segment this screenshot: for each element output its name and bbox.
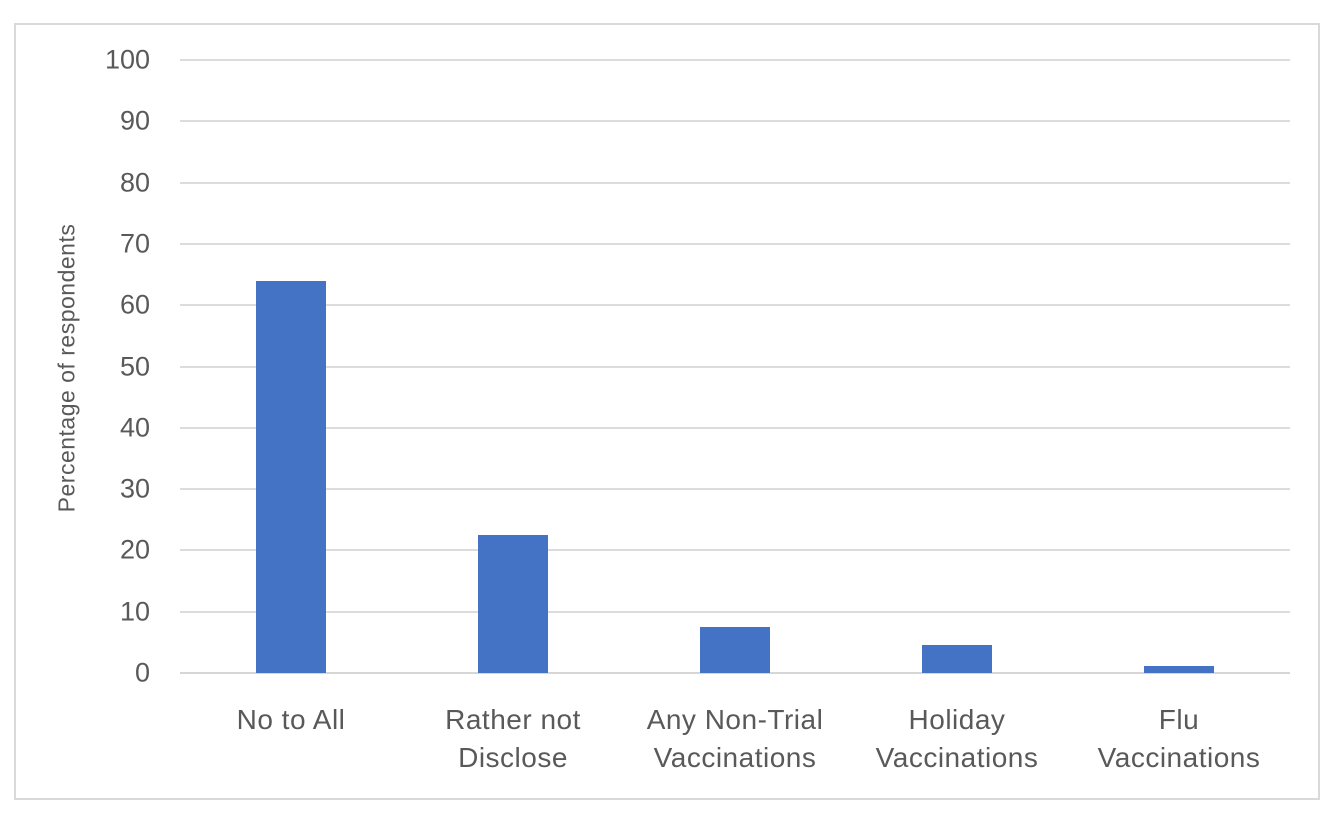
x-axis-line (180, 672, 1290, 674)
y-tick-label: 80 (119, 167, 150, 198)
category-label-line: Vaccinations (1097, 742, 1261, 773)
y-gridline (180, 365, 1290, 368)
y-gridline (180, 181, 1290, 184)
y-gridline (180, 549, 1290, 552)
bar (700, 627, 770, 673)
category-label-line: Vaccinations (875, 742, 1039, 773)
category-label: Any Non-Trial Vaccinations (615, 701, 855, 777)
y-gridline (180, 120, 1290, 123)
y-gridline (180, 242, 1290, 245)
y-tick-label: 50 (119, 351, 150, 381)
category-label-line: Disclose (458, 742, 568, 773)
y-tick-label: 90 (119, 105, 150, 136)
y-tick-label: 10 (119, 596, 150, 627)
plot-area (180, 59, 1290, 674)
category-label-line: Holiday (908, 704, 1006, 735)
y-tick-label: 0 (134, 657, 150, 688)
category-label-line: Any Non-Trial (646, 704, 824, 735)
y-tick-label: 30 (119, 473, 150, 504)
category-label: Holiday Vaccinations (837, 701, 1077, 777)
y-tick-label: 70 (119, 228, 150, 259)
category-label-line: No to All (236, 704, 346, 735)
y-axis-tick-labels: 0 10 20 30 40 50 60 70 80 90 100 (0, 46, 150, 686)
y-gridline (180, 59, 1290, 61)
category-label: Flu Vaccinations (1059, 701, 1299, 777)
category-label: No to All (171, 701, 411, 739)
y-tick-label: 40 (119, 412, 150, 443)
category-label: Rather not Disclose (393, 701, 633, 777)
y-tick-label: 100 (104, 44, 150, 75)
y-tick-label: 60 (119, 289, 150, 320)
y-gridline (180, 304, 1290, 307)
chart-frame (14, 23, 1320, 800)
y-gridline (180, 488, 1290, 491)
bar (1144, 665, 1214, 673)
category-label-line: Rather not (445, 704, 581, 735)
x-axis-category-labels: No to All Rather not Disclose Any Non-Trial… (180, 701, 1290, 786)
y-gridline (180, 426, 1290, 429)
y-tick-label: 20 (119, 534, 150, 565)
bar (478, 535, 548, 673)
category-label-line: Flu (1158, 704, 1200, 735)
y-gridline (180, 610, 1290, 613)
category-label-line: Vaccinations (653, 742, 817, 773)
bar (922, 645, 992, 673)
bar (256, 280, 326, 673)
